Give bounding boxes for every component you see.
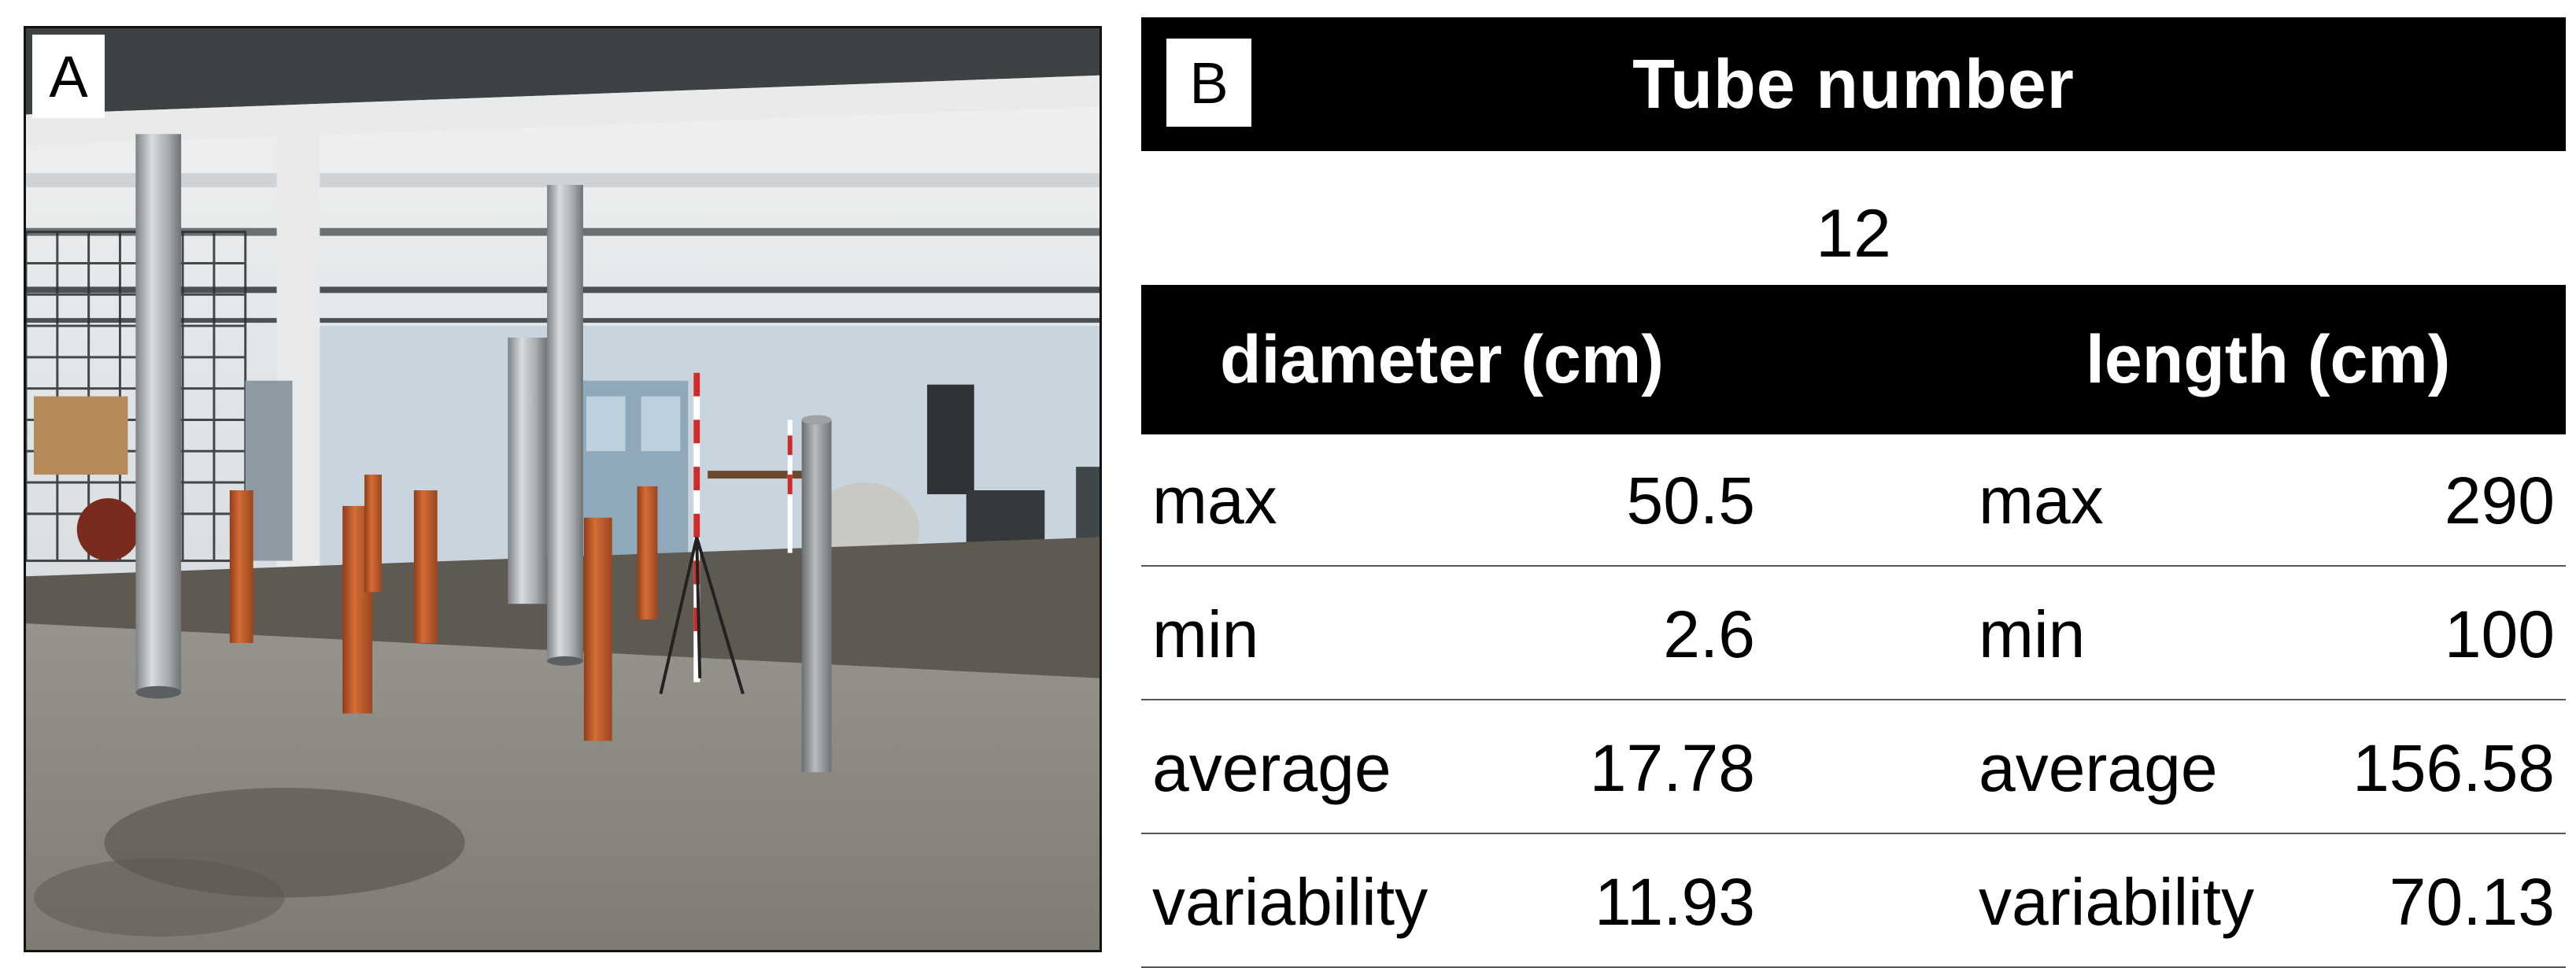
row-label-diameter: max (1152, 463, 1277, 538)
diameter-value: 17.78 (1589, 730, 1755, 805)
row-label-length: max (1979, 463, 2104, 538)
panel-label-a: A (32, 35, 105, 118)
row-label-length: average (1979, 730, 2218, 805)
photo-panel-a: A (24, 26, 1102, 952)
row-label-length: min (1979, 597, 2086, 671)
length-value: 70.13 (2389, 864, 2555, 939)
panel-label-b: B (1166, 39, 1251, 127)
table-title: Tube number (1632, 45, 2075, 123)
row-label-length: variability (1979, 864, 2255, 939)
table-row-max: max 50.5 max 290 (1141, 434, 2566, 567)
table-row-variability: variability 11.93 variability 70.13 (1141, 836, 2566, 968)
diameter-value: 11.93 (1595, 864, 1755, 939)
stats-panel-b: Tube number B 12 diameter (cm) length (c… (1141, 17, 2566, 968)
row-label-diameter: variability (1152, 864, 1428, 939)
diameter-value: 50.5 (1626, 463, 1756, 538)
row-label-diameter: min (1152, 597, 1259, 671)
table-row-average: average 17.78 average 156.58 (1141, 702, 2566, 834)
diameter-value: 2.6 (1663, 597, 1755, 671)
title-bar: Tube number B (1141, 17, 2566, 151)
length-column-header: length (cm) (2086, 321, 2451, 397)
table-row-min: min 2.6 min 100 (1141, 568, 2566, 700)
length-value: 100 (2444, 597, 2555, 671)
warehouse-photo (26, 28, 1100, 950)
tube-count-value: 12 (1816, 195, 1891, 272)
length-value: 290 (2444, 463, 2555, 538)
diameter-column-header: diameter (cm) (1220, 321, 1664, 397)
length-value: 156.58 (2352, 730, 2555, 805)
column-header-bar: diameter (cm) length (cm) (1141, 285, 2566, 434)
row-label-diameter: average (1152, 730, 1391, 805)
